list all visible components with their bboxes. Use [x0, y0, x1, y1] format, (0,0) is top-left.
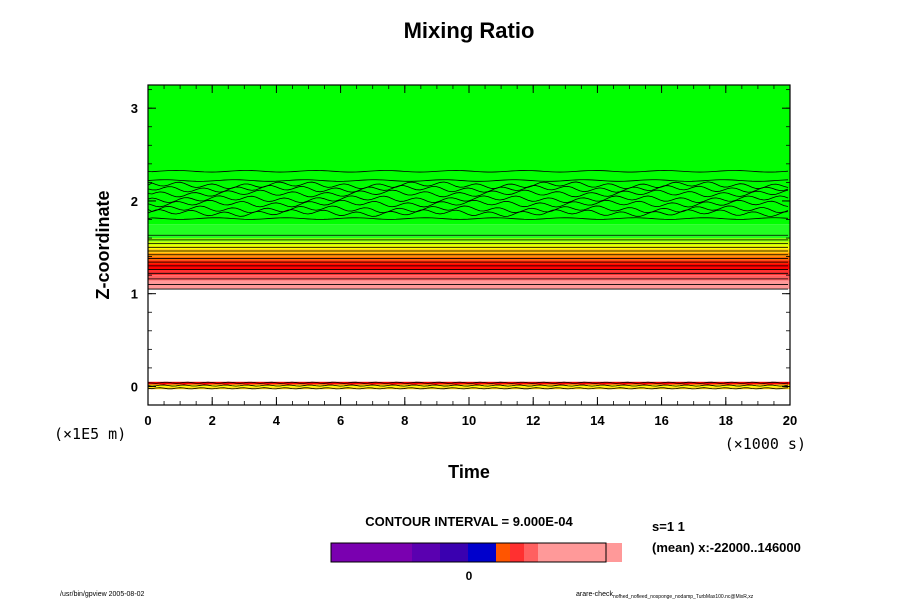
contour-band	[148, 280, 790, 290]
colorbar-zero-label: 0	[466, 569, 473, 583]
colorbar-swatch	[331, 543, 358, 562]
x-axis: 0 2 4 6 8 10 12 14 16 18 20	[144, 85, 797, 428]
x-axis-unit: (×1000 s)	[725, 435, 806, 453]
contour-line	[148, 179, 789, 182]
contour-line	[148, 195, 789, 203]
contour-line	[148, 181, 789, 190]
contour-interval-label: CONTOUR INTERVAL = 9.000E-04	[365, 514, 573, 529]
colorbar-swatch	[594, 543, 622, 562]
contour-band	[148, 224, 790, 239]
contour-line	[148, 199, 789, 208]
x-tick-label: 16	[654, 413, 668, 428]
contour-line	[148, 381, 789, 384]
x-tick-label: 8	[401, 413, 408, 428]
x-tick-label: 12	[526, 413, 540, 428]
contour-lines	[148, 170, 789, 390]
x-tick-label: 10	[462, 413, 476, 428]
colorbar-swatch	[412, 543, 440, 562]
colorbar-frame	[330, 542, 607, 563]
contour-band	[148, 85, 790, 225]
y-tick-label: 0	[131, 379, 138, 394]
footer-right: arare-checknofhed_nofleed_nosponge_nodam…	[576, 591, 754, 600]
contour-band	[148, 264, 790, 270]
x-tick-label: 2	[209, 413, 216, 428]
footer-right-prefix: arare-check	[576, 591, 613, 598]
contour-line	[148, 185, 789, 193]
contour-line	[148, 189, 789, 198]
colorbar-swatch	[510, 543, 524, 562]
footer-left: /usr/bin/gpview 2005-08-02	[60, 591, 145, 598]
contour-line	[148, 217, 789, 220]
x-axis-label: Time	[448, 462, 490, 482]
colorbar-swatch	[385, 543, 412, 562]
colorbar-swatch	[496, 543, 510, 562]
chart-title: Mixing Ratio	[404, 18, 535, 43]
slice-info: s=1 1	[652, 519, 685, 534]
contour-band	[148, 275, 790, 281]
x-tick-label: 20	[783, 413, 797, 428]
x-tick-label: 18	[719, 413, 733, 428]
footer-right-sub: nofhed_nofleed_nosponge_nodamp_TurbMax10…	[613, 594, 754, 600]
x-tick-label: 0	[144, 413, 151, 428]
x-tick-label: 6	[337, 413, 344, 428]
colorbar-swatch	[524, 543, 538, 562]
colorbar-swatch	[468, 543, 496, 562]
colorbar	[331, 543, 622, 562]
contour-line	[148, 209, 789, 217]
x-tick-label: 14	[590, 413, 605, 428]
y-axis-label: Z-coordinate	[93, 190, 113, 299]
x-tick-label: 4	[273, 413, 281, 428]
y-axis-unit: (×1E5 m)	[54, 425, 126, 443]
colorbar-swatch	[440, 543, 468, 562]
mean-info: (mean) x:-22000..146000	[652, 540, 801, 555]
y-tick-label: 1	[131, 287, 138, 302]
colorbar-swatch	[538, 543, 566, 562]
colorbar-swatch	[358, 543, 385, 562]
contour-fill-bands	[148, 85, 790, 390]
contour-line	[148, 387, 789, 390]
y-tick-label: 3	[131, 101, 138, 116]
contour-line	[148, 384, 789, 387]
contour-band	[148, 269, 790, 276]
colorbar-swatch	[566, 543, 594, 562]
contour-line	[148, 170, 789, 173]
y-tick-label: 2	[131, 194, 138, 209]
y-axis: 0 1 2 3	[131, 89, 790, 406]
